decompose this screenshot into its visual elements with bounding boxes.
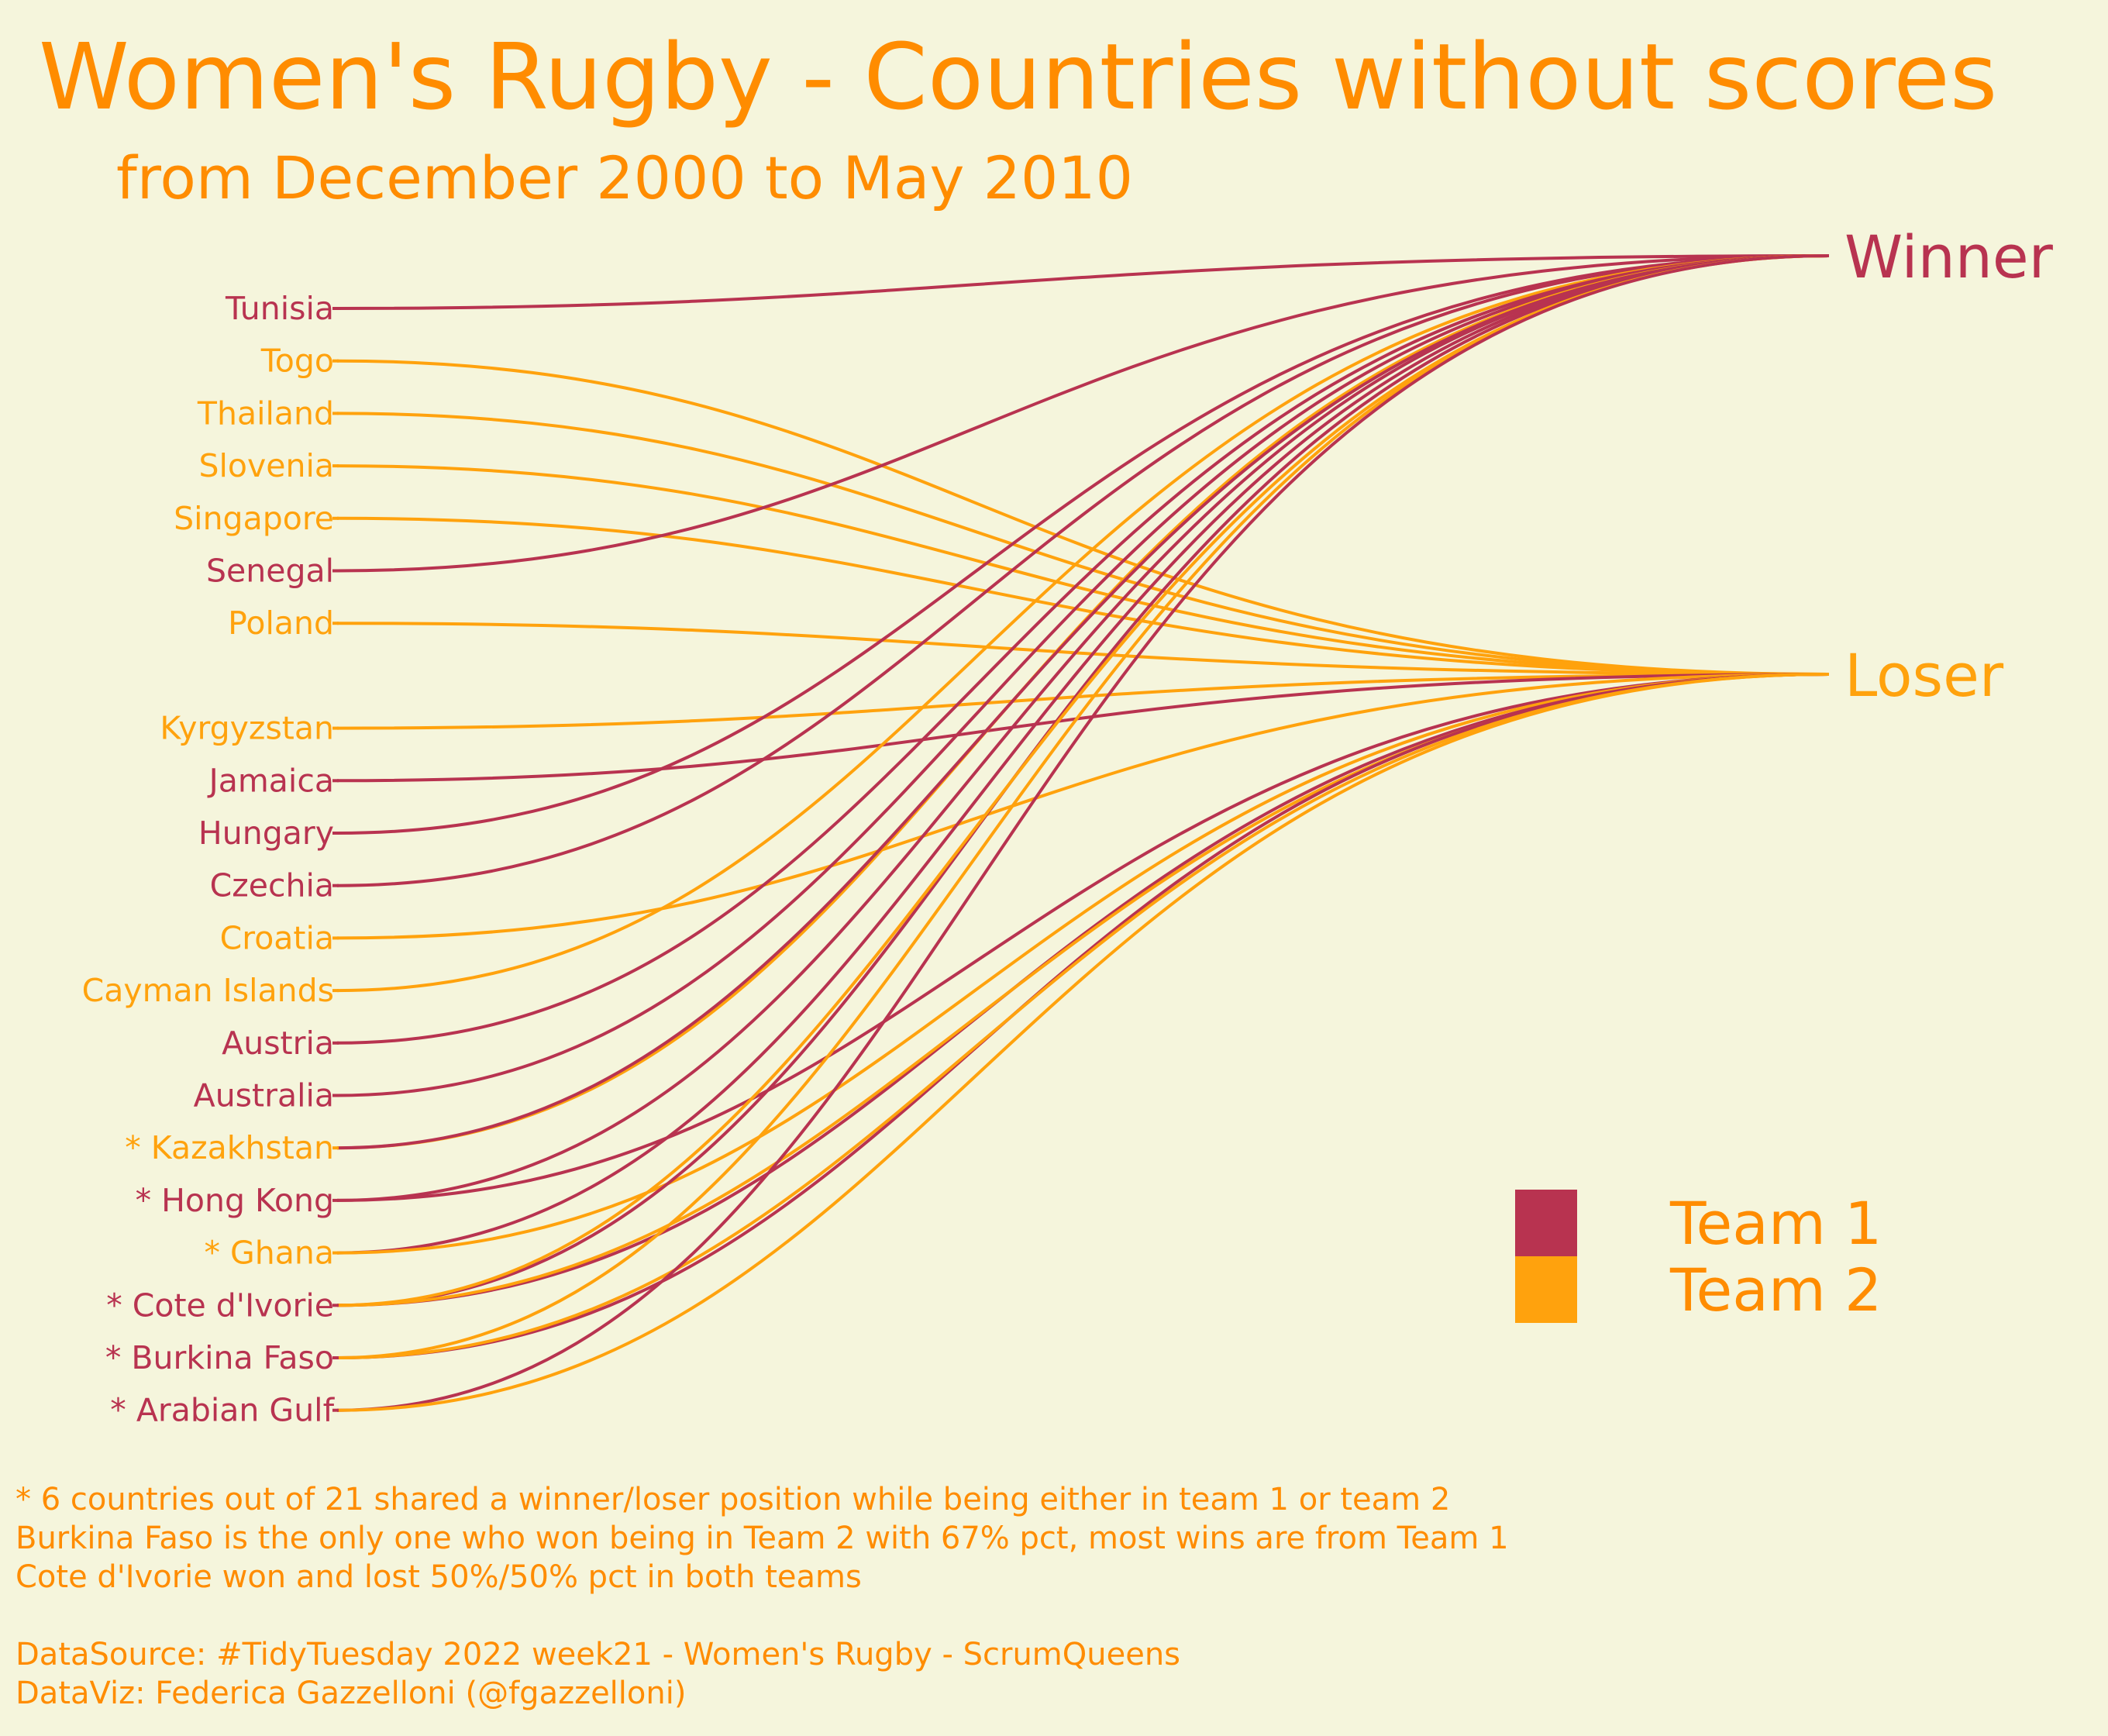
link-czechia-team1-winner xyxy=(336,254,1830,887)
legend-swatch-team1 xyxy=(1515,1190,1577,1256)
link-kazakhstan-team1-winner xyxy=(336,254,1830,1150)
legend-label-team2: Team 2 xyxy=(1670,1255,1882,1324)
country-label-jamaica: Jamaica xyxy=(207,762,334,799)
caption-line-1: * 6 countries out of 21 shared a winner/… xyxy=(16,1482,1451,1517)
link-austria-team1-winner xyxy=(336,254,1830,1045)
country-label-austria: Austria xyxy=(222,1025,334,1062)
link-hong-kong-team1-winner xyxy=(336,254,1830,1202)
link-australia-team1-winner xyxy=(336,254,1830,1097)
country-label-togo: Togo xyxy=(260,343,334,380)
link-cayman-islands-team2-winner xyxy=(336,254,1830,993)
link-arabian-gulf-team1-winner xyxy=(336,254,1830,1412)
link-cote-d-ivorie-team1-winner xyxy=(336,254,1830,1307)
link-singapore-team2-loser xyxy=(336,516,1830,676)
link-senegal-team1-winner xyxy=(336,254,1830,573)
country-label-hungary: Hungary xyxy=(198,815,334,852)
caption-line-4: DataSource: #TidyTuesday 2022 week21 - W… xyxy=(16,1637,1181,1672)
country-label-australia: Australia xyxy=(194,1077,334,1114)
link-togo-team2-loser xyxy=(336,359,1830,676)
country-label-senegal: Senegal xyxy=(206,553,334,590)
link-arabian-gulf-team2-loser xyxy=(336,673,1830,1412)
country-label-tunisia: Tunisia xyxy=(225,290,334,327)
target-label-winner: Winner xyxy=(1844,222,2054,291)
legend: Team 1 Team 2 xyxy=(1515,1188,1882,1324)
legend-item-team2: Team 2 xyxy=(1515,1255,1882,1324)
country-label-burkina-faso: * Burkina Faso xyxy=(105,1339,334,1376)
country-label-arabian-gulf: * Arabian Gulf xyxy=(110,1392,335,1429)
country-label-czechia: Czechia xyxy=(210,867,334,904)
link-hong-kong-team1-loser xyxy=(336,673,1830,1202)
country-label-hong-kong: * Hong Kong xyxy=(136,1182,334,1219)
caption: * 6 countries out of 21 shared a winner/… xyxy=(16,1480,1509,1713)
target-label-loser: Loser xyxy=(1844,641,2004,710)
link-croatia-team2-loser xyxy=(336,673,1830,940)
chart-title: Women's Rugby - Countries without scores xyxy=(39,23,1998,130)
chart-subtitle: from December 2000 to May 2010 xyxy=(116,143,1134,212)
caption-line-5: DataViz: Federica Gazzelloni (@fgazzello… xyxy=(16,1676,687,1711)
link-ghana-team1-winner xyxy=(336,254,1830,1255)
country-label-poland: Poland xyxy=(228,604,334,642)
caption-line-3: Cote d'Ivorie won and lost 50%/50% pct i… xyxy=(16,1559,862,1595)
country-label-kazakhstan: * Kazakhstan xyxy=(125,1129,334,1166)
link-tunisia-team1-winner xyxy=(336,254,1830,310)
country-label-cayman-islands: Cayman Islands xyxy=(82,972,334,1009)
caption-spacer xyxy=(16,1596,1509,1635)
link-layer xyxy=(336,254,1830,1412)
caption-line-2: Burkina Faso is the only one who won bei… xyxy=(16,1521,1509,1556)
country-label-cote-d-ivorie: * Cote d'Ivorie xyxy=(106,1286,334,1324)
country-label-slovenia: Slovenia xyxy=(199,447,335,484)
country-label-croatia: Croatia xyxy=(220,919,334,956)
country-label-thailand: Thailand xyxy=(197,394,334,432)
legend-swatch-team2 xyxy=(1515,1256,1577,1323)
country-label-ghana: * Ghana xyxy=(204,1235,334,1272)
link-kazakhstan-team2-winner xyxy=(336,254,1830,1150)
label-layer: Winner Loser Tunisia Togo Thailand Slovenia Si… xyxy=(82,222,2054,1429)
country-label-singapore: Singapore xyxy=(174,500,334,537)
link-burkina-faso-team2-loser xyxy=(336,673,1830,1359)
legend-item-team1: Team 1 xyxy=(1515,1188,1882,1258)
country-label-kyrgyzstan: Kyrgyzstan xyxy=(160,710,334,747)
legend-label-team1: Team 1 xyxy=(1670,1188,1882,1258)
link-hungary-team1-winner xyxy=(336,254,1830,835)
link-cote-d-ivorie-team2-winner xyxy=(336,254,1830,1307)
link-ghana-team2-loser xyxy=(336,673,1830,1255)
